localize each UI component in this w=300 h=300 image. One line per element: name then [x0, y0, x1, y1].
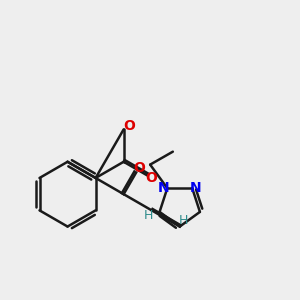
Text: O: O — [123, 119, 135, 133]
Text: O: O — [145, 171, 157, 185]
Text: N: N — [190, 181, 202, 195]
Text: H: H — [144, 209, 153, 223]
Text: N: N — [158, 181, 170, 195]
Text: H: H — [178, 214, 188, 227]
Text: O: O — [133, 161, 145, 175]
